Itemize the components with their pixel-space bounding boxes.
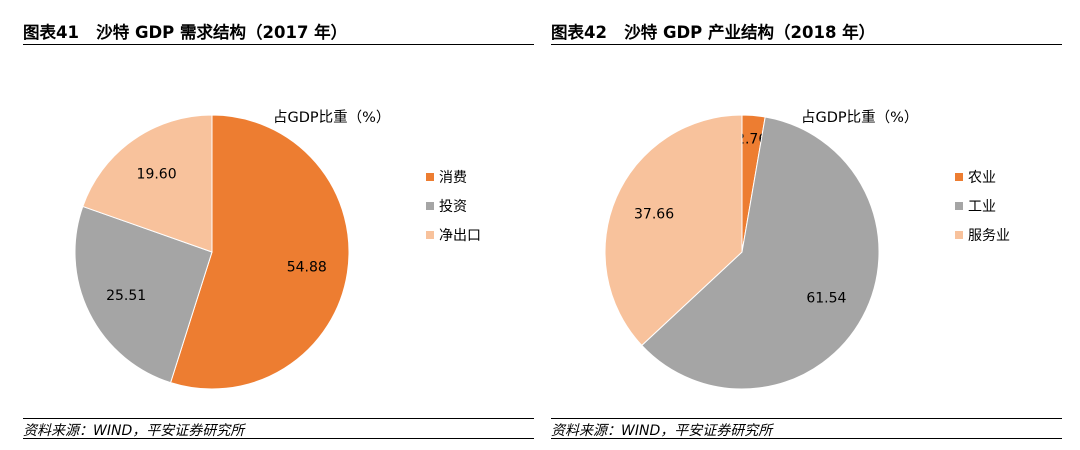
legend-label: 消费 [439,170,467,186]
figure-title: 图表41 沙特 GDP 需求结构（2017 年） [23,23,348,42]
legend-swatch [955,231,963,239]
slice-data-label: 2.76 [736,132,767,148]
slice-data-label: 61.54 [806,291,846,307]
legend-label: 投资 [439,199,467,215]
source-note: 资料来源：WIND，平安证券研究所 [23,423,245,439]
chart-title: 占GDP比重（%） [273,109,390,126]
pie-slice-2 [641,116,880,390]
pie-slice-2 [74,205,213,384]
source-rule-top [551,418,1062,419]
title-row: 图表41 沙特 GDP 需求结构（2017 年） [23,14,534,45]
legend-swatch [955,173,963,181]
source-rule-top [23,418,534,419]
figure-title: 图表42 沙特 GDP 产业结构（2018 年） [551,23,876,42]
legend-swatch [426,173,434,181]
source-rule-bottom [551,438,1062,439]
slice-data-label: 25.51 [106,288,146,304]
legend-label: 工业 [968,199,996,215]
chart-panel-industry: 图表42 沙特 GDP 产业结构（2018 年） 占GDP比重（%） 2.76 农业… [551,14,1062,444]
legend-swatch [955,202,963,210]
chart-panel-demand: 图表41 沙特 GDP 需求结构（2017 年） 占GDP比重（%） 54.88 消… [23,14,534,444]
slice-data-label: 54.88 [287,260,327,276]
legend-label: 农业 [968,170,996,186]
title-row: 图表42 沙特 GDP 产业结构（2018 年） [551,14,1062,45]
chart-title: 占GDP比重（%） [801,109,918,126]
slice-data-label: 37.66 [634,207,674,223]
pie-chart-industry: 占GDP比重（%） 2.76 农业 61.54 工业 37.66 服务业 [604,109,1010,390]
pie-slice-3 [604,114,743,347]
slice-data-label: 19.60 [137,167,177,183]
pie-slice-1 [169,114,350,390]
legend-label: 服务业 [968,228,1010,244]
legend-swatch [426,231,434,239]
pie-slice-3 [82,114,213,253]
source-rule-bottom [23,438,534,439]
source-note: 资料来源：WIND，平安证券研究所 [551,423,773,439]
pie-chart-demand: 占GDP比重（%） 54.88 消费 25.51 投资 19.60 净出口 [74,109,481,390]
legend-label: 净出口 [439,228,481,244]
legend-swatch [426,202,434,210]
